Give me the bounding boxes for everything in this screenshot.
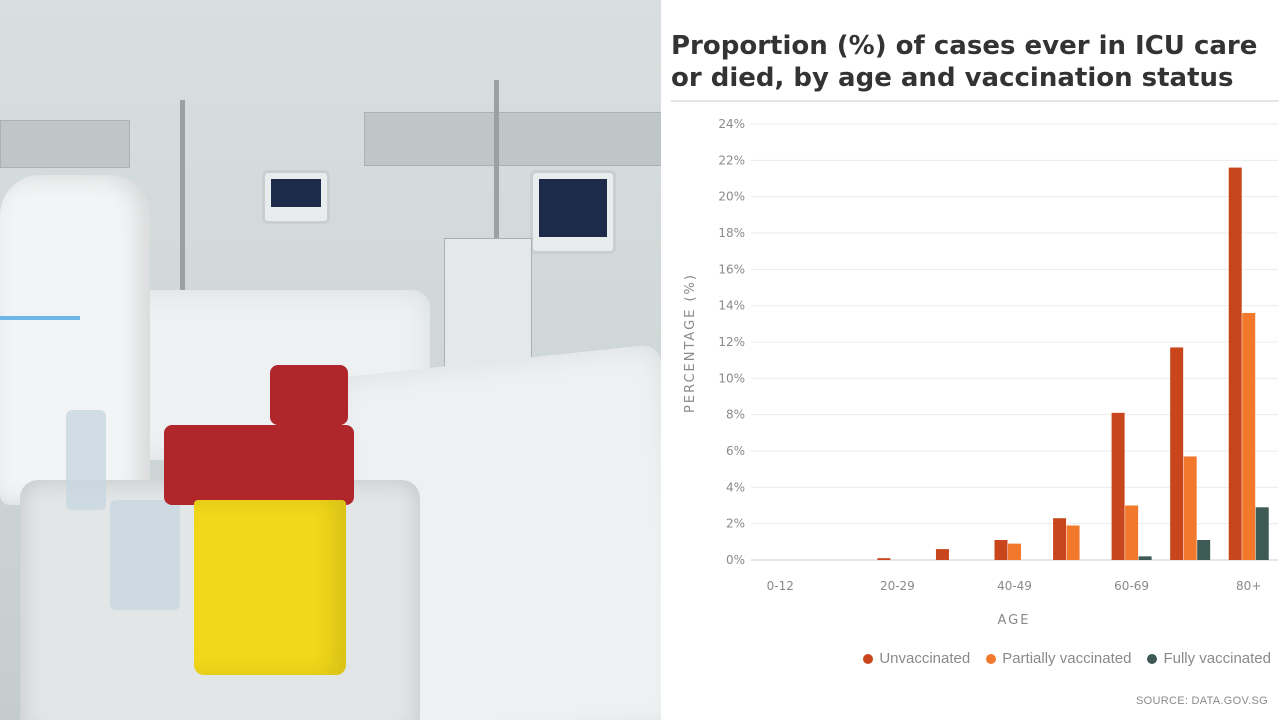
y-tick-label: 2% bbox=[726, 517, 745, 531]
ppe-tape bbox=[0, 316, 80, 320]
chart-legend: Unvaccinated Partially vaccinated Fully … bbox=[801, 650, 1271, 667]
x-axis-label: AGE bbox=[998, 613, 1031, 628]
title-divider bbox=[671, 100, 1279, 102]
y-tick-label: 16% bbox=[718, 262, 745, 276]
y-tick-label: 22% bbox=[718, 153, 745, 167]
bar-unvaccinated-20-29 bbox=[877, 558, 891, 560]
x-tick-label: 40-49 bbox=[997, 579, 1032, 593]
bars bbox=[877, 167, 1269, 560]
legend-label: Partially vaccinated bbox=[1002, 650, 1132, 667]
bar-unvaccinated-40-49 bbox=[994, 540, 1008, 560]
x-tick-label: 20-29 bbox=[880, 579, 915, 593]
legend-label: Unvaccinated bbox=[879, 650, 971, 667]
sharps-container bbox=[194, 500, 346, 675]
wall-rail-left bbox=[0, 120, 130, 168]
y-tick-label: 12% bbox=[718, 335, 745, 349]
bar-partially-vaccinated-70-79 bbox=[1183, 456, 1197, 560]
legend-swatch-unvaccinated bbox=[863, 653, 874, 664]
bar-partially-vaccinated-80plus bbox=[1242, 312, 1256, 560]
sharps-container-lid bbox=[164, 425, 354, 505]
bar-unvaccinated-70-79 bbox=[1170, 347, 1184, 560]
chart-title: Proportion (%) of cases ever in ICU care… bbox=[671, 31, 1258, 93]
chart-panel: Proportion (%) of cases ever in ICU care… bbox=[661, 0, 1280, 720]
legend-unvaccinated: Unvaccinated bbox=[863, 650, 970, 667]
bar-fully-vaccinated-70-79 bbox=[1197, 540, 1211, 560]
y-tick-label: 4% bbox=[726, 480, 745, 494]
legend-fully-vaccinated: Fully vaccinated bbox=[1147, 650, 1271, 667]
bar-partially-vaccinated-40-49 bbox=[1008, 543, 1021, 560]
x-tick-label: 0-12 bbox=[767, 579, 794, 593]
y-tick-label: 6% bbox=[726, 444, 745, 458]
legend-label: Fully vaccinated bbox=[1163, 650, 1271, 667]
bar-fully-vaccinated-80plus bbox=[1255, 507, 1269, 560]
bar-fully-vaccinated-60-69 bbox=[1138, 556, 1152, 560]
wall-rail-right bbox=[364, 112, 661, 166]
y-tick-label: 24% bbox=[718, 117, 745, 131]
x-tick-labels: 0-12 20-29 40-49 60-69 80+ bbox=[767, 579, 1262, 593]
bar-unvaccinated-50-59 bbox=[1053, 518, 1067, 560]
bar-partially-vaccinated-60-69 bbox=[1125, 505, 1139, 560]
bottle-2 bbox=[110, 500, 180, 610]
y-tick-label: 20% bbox=[718, 190, 745, 204]
bar-unvaccinated-30-39 bbox=[935, 549, 949, 560]
y-tick-label: 18% bbox=[718, 226, 745, 240]
x-tick-label: 60-69 bbox=[1114, 579, 1149, 593]
bottle-1 bbox=[66, 410, 106, 510]
source-note: SOURCE: DATA.GOV.SG bbox=[1135, 695, 1268, 707]
bar-partially-vaccinated-50-59 bbox=[1066, 525, 1080, 560]
y-tick-label: 14% bbox=[718, 299, 745, 313]
patient-monitor-small bbox=[262, 170, 330, 224]
bar-unvaccinated-80plus bbox=[1228, 167, 1242, 560]
bar-unvaccinated-60-69 bbox=[1111, 412, 1125, 560]
y-tick-label: 10% bbox=[718, 371, 745, 385]
x-tick-label: 80+ bbox=[1236, 579, 1261, 593]
sharps-container-flap bbox=[270, 365, 348, 425]
y-tick-label: 0% bbox=[726, 553, 745, 567]
legend-partially-vaccinated: Partially vaccinated bbox=[986, 650, 1131, 667]
y-tick-label: 8% bbox=[726, 408, 745, 422]
bar-chart: 0% 2% 4% 6% 8% 10% 12% 14% 16% 18% 20% 22% 24% 0-12 2… bbox=[683, 117, 1278, 628]
legend-swatch-partially-vaccinated bbox=[986, 653, 997, 664]
grid-lines bbox=[751, 123, 1278, 561]
y-axis-label: PERCENTAGE (%) bbox=[683, 273, 698, 413]
iv-pole-left bbox=[180, 100, 185, 440]
patient-monitor-large bbox=[530, 170, 616, 254]
infusion-pumps bbox=[444, 238, 532, 368]
y-tick-labels: 0% 2% 4% 6% 8% 10% 12% 14% 16% 18% 20% 22% 24% bbox=[718, 117, 745, 567]
icu-ward-photo bbox=[0, 0, 661, 720]
legend-swatch-fully-vaccinated bbox=[1147, 653, 1158, 664]
